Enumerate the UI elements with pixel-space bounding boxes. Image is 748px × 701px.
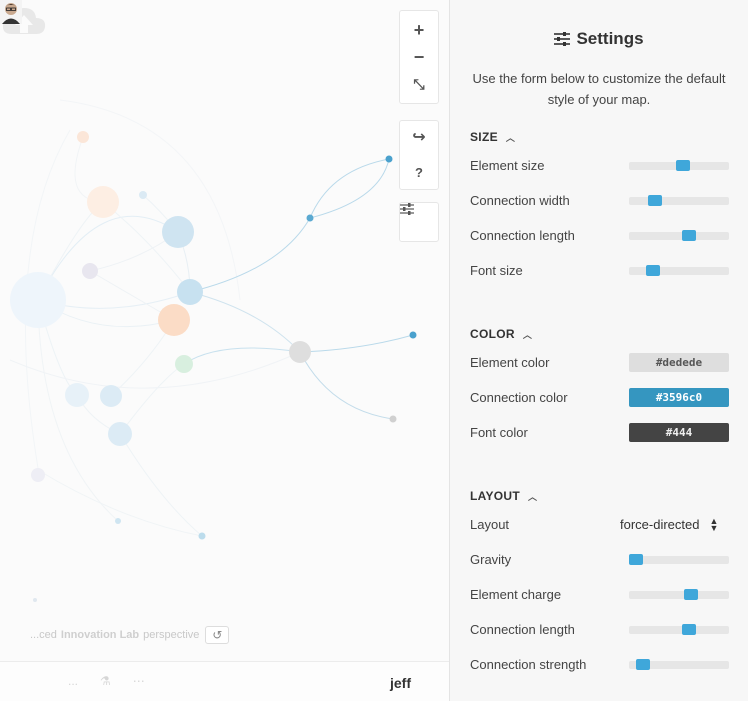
scissors-icon[interactable]: ... xyxy=(68,674,79,688)
chevron-up-icon: ︿ xyxy=(505,132,516,143)
slider-handle[interactable] xyxy=(676,160,690,171)
connection-color-value: #3596c0 xyxy=(655,391,703,404)
help-button[interactable]: ? xyxy=(400,155,438,189)
user-name[interactable]: jeff xyxy=(390,675,411,691)
section-color-label: COLOR xyxy=(470,327,515,341)
settings-title: Settings xyxy=(450,29,748,49)
element-color-input[interactable]: #dedede xyxy=(629,353,729,372)
minus-icon: − xyxy=(413,47,425,67)
settings-panel: Settings Use the form below to customize… xyxy=(449,0,748,701)
flask-icon[interactable]: ⚗ xyxy=(100,674,111,688)
layout-connection-strength-slider[interactable] xyxy=(629,659,729,670)
layout-connection-length-slider[interactable] xyxy=(629,624,729,635)
connection-color-label: Connection color xyxy=(470,390,568,405)
section-layout-label: LAYOUT xyxy=(470,489,521,503)
layout-connection-strength-label: Connection strength xyxy=(470,657,587,672)
map-canvas[interactable]: + − ⤡ ↪ ? ...ced Innovation Lab perspect… xyxy=(0,0,449,701)
collapse-arrows-icon: ⤡ xyxy=(413,76,425,92)
settings-description: Use the form below to customize the defa… xyxy=(472,71,726,107)
size-font-size-label: Font size xyxy=(470,263,523,278)
zoom-out-button[interactable]: − xyxy=(400,43,438,71)
slider-handle[interactable] xyxy=(684,589,698,600)
size-connection-length-slider[interactable] xyxy=(629,230,729,241)
slider-handle[interactable] xyxy=(682,624,696,635)
section-layout-header[interactable]: LAYOUT ︿ xyxy=(470,489,537,503)
zoom-toolbar: + − ⤡ xyxy=(399,10,439,104)
layout-connection-length-label: Connection length xyxy=(470,622,575,637)
slider-handle[interactable] xyxy=(646,265,660,276)
size-connection-length-label: Connection length xyxy=(470,228,575,243)
slider-handle[interactable] xyxy=(648,195,662,206)
layout-label: Layout xyxy=(470,517,510,532)
layout-element-charge-label: Element charge xyxy=(470,587,562,602)
chevron-up-icon: ︿ xyxy=(522,329,533,340)
layout-gravity-slider[interactable] xyxy=(629,554,729,565)
perspective-name: Innovation Lab xyxy=(60,629,140,641)
network-graph[interactable] xyxy=(0,0,449,701)
size-element-size-slider[interactable] xyxy=(629,160,729,171)
section-size-header[interactable]: SIZE ︿ xyxy=(470,130,515,144)
chevron-up-icon: ︿ xyxy=(528,491,538,502)
select-arrows-icon: ▲ ▼ xyxy=(709,515,719,533)
section-color-header[interactable]: COLOR ︿ xyxy=(470,327,532,341)
perspective-label: ...ced Innovation Lab perspective ↺ xyxy=(30,626,230,644)
slider-handle[interactable] xyxy=(636,659,650,670)
bottom-bar: ... ⚗ ⋯ jeff xyxy=(0,661,449,701)
sliders-icon xyxy=(400,203,414,215)
settings-title-text: Settings xyxy=(576,29,644,48)
element-color-label: Element color xyxy=(470,355,550,370)
size-connection-width-slider[interactable] xyxy=(629,195,729,206)
perspective-prefix: ...ced xyxy=(30,629,57,641)
font-color-input[interactable]: #444 xyxy=(629,423,729,442)
layout-gravity-label: Gravity xyxy=(470,552,512,567)
bottom-tools: ... ⚗ ⋯ xyxy=(68,674,145,688)
font-color-value: #444 xyxy=(665,426,693,439)
more-icon[interactable]: ⋯ xyxy=(132,674,145,688)
settings-toggle-button[interactable] xyxy=(400,203,438,241)
layout-select[interactable]: force-directed ▲ ▼ xyxy=(620,515,719,533)
layout-element-charge-slider[interactable] xyxy=(629,589,729,600)
size-element-size-label: Element size xyxy=(470,158,545,173)
connection-color-input[interactable]: #3596c0 xyxy=(629,388,729,407)
share-arrow-icon: ↪ xyxy=(412,129,426,146)
perspective-suffix: perspective xyxy=(143,629,200,641)
fit-view-button[interactable]: ⤡ xyxy=(400,71,438,103)
size-font-size-slider[interactable] xyxy=(629,265,729,276)
plus-icon: + xyxy=(413,20,425,40)
slider-handle[interactable] xyxy=(629,554,643,565)
reset-perspective-button[interactable]: ↺ xyxy=(205,626,230,644)
sliders-icon xyxy=(554,32,571,46)
actions-toolbar: ↪ ? xyxy=(399,120,439,190)
slider-handle[interactable] xyxy=(682,230,696,241)
section-size-label: SIZE xyxy=(470,130,498,144)
size-connection-width-label: Connection width xyxy=(470,193,570,208)
layout-select-value: force-directed xyxy=(620,517,700,532)
zoom-in-button[interactable]: + xyxy=(400,11,438,43)
font-color-label: Font color xyxy=(470,425,528,440)
avatar[interactable] xyxy=(0,0,22,24)
undo-icon: ↺ xyxy=(212,628,223,642)
share-button[interactable]: ↪ xyxy=(400,121,438,155)
element-color-value: #dedede xyxy=(655,356,703,369)
settings-toolbar xyxy=(399,202,439,242)
question-icon: ? xyxy=(415,164,423,180)
